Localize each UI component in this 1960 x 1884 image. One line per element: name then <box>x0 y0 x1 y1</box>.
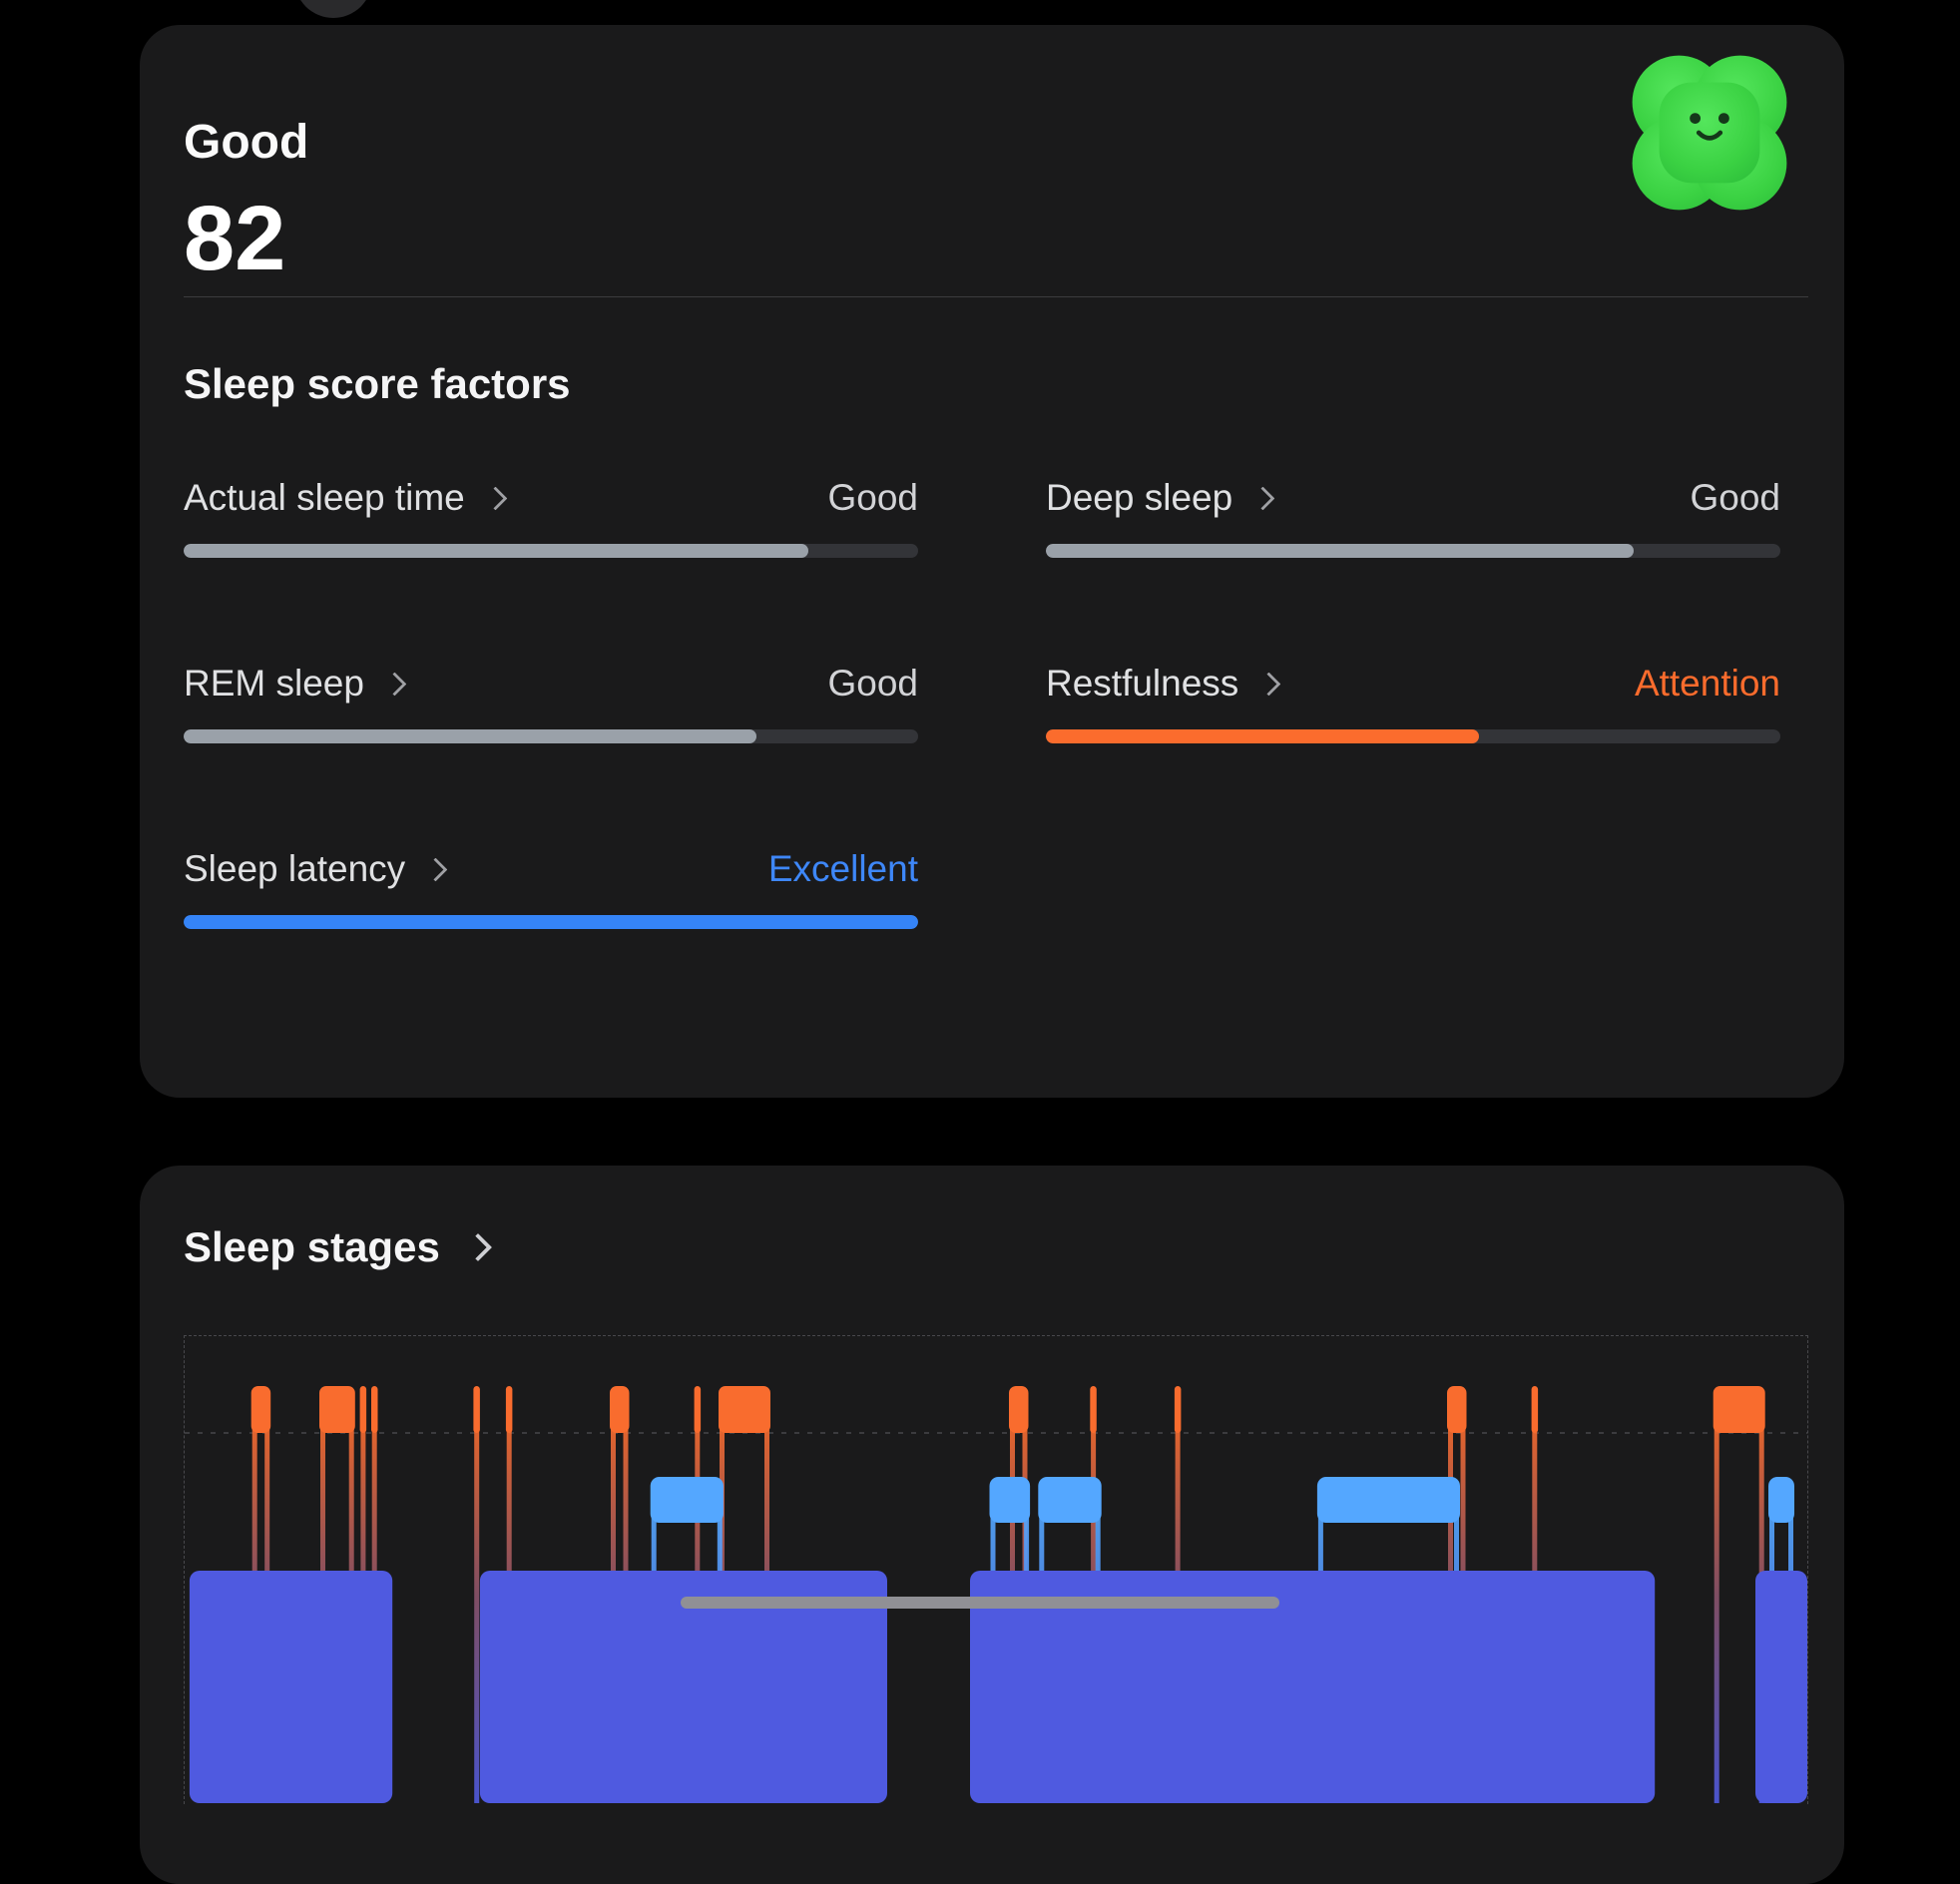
factor-progress-track <box>184 544 918 558</box>
factor-progress-fill <box>184 915 918 929</box>
score-value: 82 <box>184 188 286 289</box>
sleep-stages-chart-area <box>184 1335 1808 1804</box>
chevron-right-icon <box>382 671 407 697</box>
factor-status: Good <box>827 477 918 518</box>
chevron-right-icon <box>483 485 508 511</box>
factor-progress-track <box>1046 544 1780 558</box>
factor-deep-sleep-link[interactable]: Deep sleep Good <box>1046 476 1780 520</box>
factor-progress-fill <box>1046 544 1634 558</box>
factor-rem-sleep: REM sleep Good <box>184 662 918 743</box>
sleep-stages-card: Sleep stages <box>140 1166 1844 1884</box>
factor-label: Actual sleep time <box>184 477 465 518</box>
sleep-mascot-icon <box>1620 43 1799 223</box>
score-rating: Good <box>184 116 309 169</box>
sleep-score-card: Good 82 Sleep score factors <box>140 25 1844 1098</box>
factor-deep-sleep: Deep sleep Good <box>1046 476 1780 558</box>
factor-label: Sleep latency <box>184 848 406 889</box>
factor-actual-sleep-time: Actual sleep time Good <box>184 476 918 558</box>
divider <box>184 296 1808 297</box>
chevron-right-icon <box>463 1232 492 1262</box>
factor-progress-track <box>1046 729 1780 743</box>
factor-label: Deep sleep <box>1046 477 1233 518</box>
factor-progress-fill <box>184 544 808 558</box>
factor-sleep-latency-link[interactable]: Sleep latency Excellent <box>184 847 918 891</box>
home-indicator[interactable] <box>681 1597 1279 1609</box>
chevron-right-icon <box>423 856 448 882</box>
factor-progress-track <box>184 729 918 743</box>
factor-rem-sleep-link[interactable]: REM sleep Good <box>184 662 918 706</box>
scrolled-content-peek <box>294 0 372 18</box>
chevron-right-icon <box>1256 671 1281 697</box>
factor-progress-track <box>184 915 918 929</box>
sleep-stages-title: Sleep stages <box>184 1223 440 1270</box>
factor-status: Good <box>827 663 918 704</box>
factor-status: Attention <box>1634 663 1780 704</box>
factor-restfulness-link[interactable]: Restfulness Attention <box>1046 662 1780 706</box>
sleep-score-factors-title: Sleep score factors <box>184 360 571 407</box>
factor-status: Excellent <box>767 848 918 889</box>
factor-label: REM sleep <box>184 663 364 704</box>
factor-progress-fill <box>184 729 757 743</box>
sleep-stages-chart <box>185 1386 1807 1803</box>
factor-sleep-latency: Sleep latency Excellent <box>184 847 918 929</box>
factors-grid: Actual sleep time Good Deep sleep Good <box>184 476 1780 929</box>
chevron-right-icon <box>1250 485 1275 511</box>
factor-progress-fill <box>1046 729 1480 743</box>
factor-actual-sleep-time-link[interactable]: Actual sleep time Good <box>184 476 918 520</box>
factor-label: Restfulness <box>1046 663 1239 704</box>
factor-restfulness: Restfulness Attention <box>1046 662 1780 743</box>
sleep-stages-link[interactable]: Sleep stages <box>184 1223 492 1271</box>
factor-status: Good <box>1690 477 1780 518</box>
